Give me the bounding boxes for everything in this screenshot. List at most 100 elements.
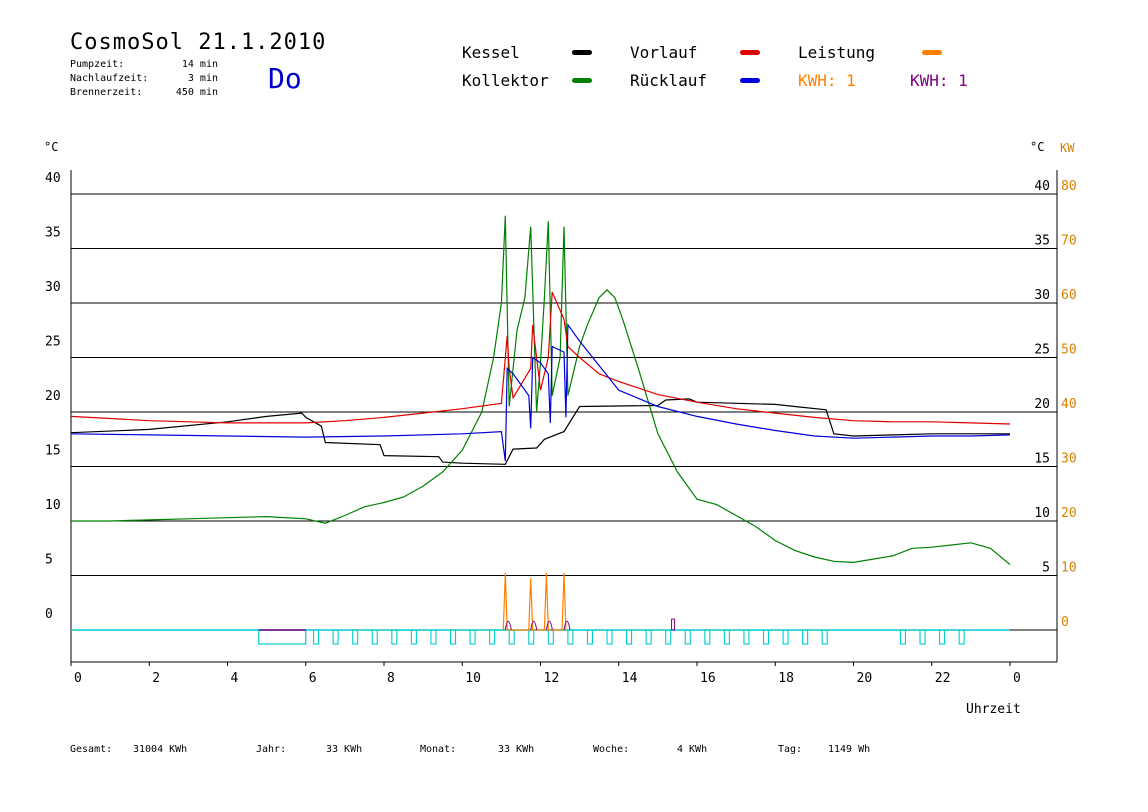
pump-pulse	[762, 629, 770, 645]
y-tick-label-left: 25	[45, 335, 61, 350]
y-tick-label-left: 0	[45, 607, 53, 622]
legend-vorlauf-label: Vorlauf	[630, 43, 698, 62]
kwh-bump	[545, 620, 553, 631]
y2-tick-label: 0	[1061, 615, 1069, 630]
legend-vorlauf-swatch	[740, 50, 760, 55]
y-tick-label-left: 15	[45, 444, 61, 459]
pump-pulse	[606, 629, 613, 645]
footer-week-label: Woche:	[593, 744, 630, 755]
y2-tick-label: 30	[1061, 452, 1077, 467]
y-tick-label-left: 40	[45, 171, 61, 186]
y-tick-label-right: 20	[1034, 397, 1050, 412]
x-tick-label: 16	[700, 671, 716, 686]
burner-time-label: Brennerzeit:	[70, 87, 143, 98]
pump-pulse	[802, 629, 809, 645]
pump-pulse	[645, 629, 652, 645]
x-tick-label: 8	[387, 671, 395, 686]
pump-pulse	[782, 629, 789, 645]
x-tick-label: 0	[1013, 671, 1021, 686]
pump-pulse	[430, 629, 437, 645]
footer-day-label: Tag:	[778, 744, 803, 755]
x-tick-label: 10	[465, 671, 481, 686]
x-tick-label: 6	[309, 671, 317, 686]
y-tick-label-left: 20	[45, 389, 61, 404]
followup-time-label: Nachlaufzeit:	[70, 73, 149, 84]
right-axis-unit: °C	[1030, 140, 1045, 154]
y-tick-label-left: 30	[45, 280, 61, 295]
pump-pulse	[508, 629, 515, 645]
legend-leistung-label: Leistung	[798, 43, 876, 62]
x-tick-label: 22	[935, 671, 951, 686]
y-tick-label-right: 25	[1034, 343, 1050, 358]
footer-total-label: Gesamt:	[70, 744, 113, 755]
pump-pulse	[684, 629, 691, 645]
x-tick-label: 4	[231, 671, 239, 686]
footer-year-label: Jahr:	[256, 744, 287, 755]
y2-tick-label: 60	[1061, 288, 1077, 303]
pump-on-block	[258, 629, 307, 645]
legend-kwh-orange: KWH: 1	[798, 71, 856, 90]
footer-month-value: 33 KWh	[498, 744, 535, 755]
x-tick-label: 14	[622, 671, 638, 686]
pump-pulse	[391, 629, 398, 645]
series-line-rcklauf	[70, 322, 1011, 462]
legend-kollektor-swatch	[572, 78, 592, 83]
y-tick-label-left: 5	[45, 553, 53, 568]
pump-pulse	[332, 629, 339, 645]
x-tick-label: 20	[857, 671, 873, 686]
series-line-vorlauf	[70, 291, 1011, 425]
legend-kessel-swatch	[572, 50, 592, 55]
pump-pulse	[704, 629, 711, 645]
pump-pulse	[586, 629, 594, 645]
pump-pulse	[567, 629, 574, 645]
x-tick-label: 18	[778, 671, 794, 686]
pump-pulse	[743, 629, 750, 645]
pump-pulse	[821, 629, 828, 645]
y-tick-label-right: 15	[1034, 452, 1050, 467]
followup-time-value: 3 min	[187, 73, 218, 84]
x-tick-label: 0	[74, 671, 82, 686]
legend-kessel-label: Kessel	[462, 43, 520, 62]
pump-time-value: 14 min	[181, 59, 218, 70]
kwh-bump	[530, 620, 538, 631]
y2-tick-label: 70	[1061, 234, 1077, 249]
pump-pulse	[958, 629, 965, 645]
footer-month-label: Monat:	[420, 744, 457, 755]
left-axis-unit: °C	[44, 140, 59, 154]
y-tick-label-right: 35	[1034, 234, 1050, 249]
pump-time-label: Pumpzeit:	[70, 59, 125, 70]
y-tick-label-right: 40	[1034, 179, 1050, 194]
footer-total-value: 31004 KWh	[133, 744, 188, 755]
y-tick-label-left: 10	[45, 498, 61, 513]
x-tick-label: 2	[152, 671, 160, 686]
y2-tick-label: 40	[1061, 397, 1077, 412]
x-axis-label: Uhrzeit	[966, 702, 1021, 717]
pump-pulse	[449, 629, 457, 645]
pump-pulse	[626, 629, 633, 645]
series-line-kollektor	[71, 215, 1011, 566]
footer-week-value: 4 KWh	[677, 744, 708, 755]
pump-pulse	[469, 629, 476, 645]
right-axis-unit-kw: KW	[1060, 141, 1075, 155]
kwh-bump	[563, 620, 571, 631]
y2-tick-label: 50	[1061, 343, 1077, 358]
pump-pulse	[547, 629, 554, 645]
footer-day-value: 1149 Wh	[828, 744, 871, 755]
burner-time-value: 450 min	[175, 87, 218, 98]
y-tick-label-left: 35	[45, 226, 61, 241]
y2-tick-label: 20	[1061, 506, 1077, 521]
pump-pulse	[528, 629, 535, 645]
x-tick-label: 12	[544, 671, 560, 686]
pump-pulse	[371, 629, 378, 645]
legend-leistung-swatch	[922, 50, 942, 55]
y-tick-label-right: 10	[1034, 506, 1050, 521]
footer-year-value: 33 KWh	[326, 744, 363, 755]
kwh-marker	[671, 618, 676, 631]
pump-pulse	[919, 629, 926, 645]
pump-pulse	[313, 629, 320, 645]
pump-pulse	[352, 629, 359, 645]
y-tick-label-right: 5	[1042, 561, 1050, 576]
pump-pulse	[410, 629, 417, 645]
legend-ruecklauf-label: Rücklauf	[630, 71, 708, 90]
